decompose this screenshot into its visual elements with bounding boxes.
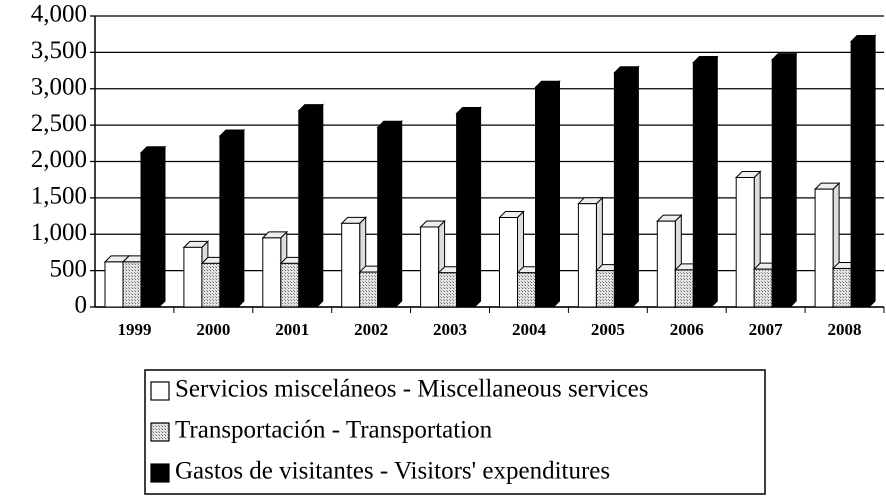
bar bbox=[517, 272, 536, 308]
bar-depth bbox=[710, 55, 718, 309]
legend-label: Servicios misceláneos - Miscellaneous se… bbox=[175, 376, 648, 403]
bar-depth bbox=[868, 34, 876, 309]
bar bbox=[280, 262, 300, 308]
bar bbox=[298, 110, 318, 308]
bar-depth bbox=[316, 103, 324, 309]
x-tick-label: 2003 bbox=[433, 320, 467, 339]
x-tick-label: 2001 bbox=[275, 320, 309, 339]
legend-swatch bbox=[150, 422, 170, 442]
y-tick-label: 1,000 bbox=[31, 219, 87, 246]
bar bbox=[850, 40, 870, 308]
bar bbox=[832, 267, 852, 308]
x-tick-label: 2000 bbox=[196, 320, 230, 339]
x-tick-label: 2007 bbox=[749, 320, 784, 339]
legend-swatch bbox=[150, 463, 170, 483]
bar-depth bbox=[237, 128, 245, 309]
bar bbox=[753, 268, 773, 308]
bar-depth bbox=[474, 106, 482, 309]
y-tick-label: 2,000 bbox=[31, 146, 87, 173]
bar bbox=[122, 261, 142, 308]
bar-depth bbox=[553, 80, 560, 309]
y-tick-label: 2,500 bbox=[31, 110, 87, 137]
bar bbox=[140, 152, 160, 308]
bar bbox=[201, 262, 221, 308]
y-tick-label: 3,500 bbox=[31, 37, 87, 64]
x-tick-label: 2004 bbox=[512, 320, 547, 339]
y-tick-label: 0 bbox=[75, 292, 88, 319]
bar bbox=[814, 188, 834, 308]
x-tick-label: 2002 bbox=[354, 320, 388, 339]
y-tick-label: 4,000 bbox=[31, 1, 87, 28]
bar bbox=[377, 126, 397, 308]
bar bbox=[656, 220, 676, 308]
bar bbox=[438, 272, 458, 308]
bar bbox=[341, 222, 361, 308]
bar bbox=[183, 246, 203, 308]
legend-label: Gastos de visitantes - Visitors' expendi… bbox=[175, 458, 610, 485]
x-tick-label: 2008 bbox=[828, 320, 862, 339]
bar bbox=[104, 261, 124, 308]
bar bbox=[219, 135, 239, 308]
y-tick-label: 1,500 bbox=[31, 183, 87, 210]
y-tick-label: 500 bbox=[50, 255, 88, 282]
legend-box bbox=[144, 369, 766, 495]
bar bbox=[456, 112, 476, 308]
bar bbox=[535, 86, 554, 308]
bar bbox=[692, 62, 712, 308]
bar bbox=[262, 237, 282, 308]
bar bbox=[577, 203, 597, 308]
legend-label: Transportación - Transportation bbox=[175, 417, 493, 444]
x-tick-label: 2006 bbox=[670, 320, 704, 339]
y-tick-label: 3,000 bbox=[31, 73, 87, 100]
bar-depth bbox=[789, 52, 797, 309]
bar bbox=[359, 271, 379, 308]
bar bbox=[613, 72, 633, 308]
bar-depth bbox=[158, 145, 166, 309]
bar-depth bbox=[631, 65, 639, 309]
bar bbox=[735, 177, 755, 308]
bar bbox=[674, 269, 694, 308]
legend-swatch bbox=[150, 381, 170, 401]
bar bbox=[595, 270, 615, 308]
bar bbox=[420, 226, 440, 308]
x-tick-label: 2005 bbox=[591, 320, 625, 339]
bar bbox=[771, 59, 791, 308]
x-tick-label: 1999 bbox=[117, 320, 151, 339]
bar-depth bbox=[395, 120, 403, 309]
bar bbox=[499, 217, 518, 308]
